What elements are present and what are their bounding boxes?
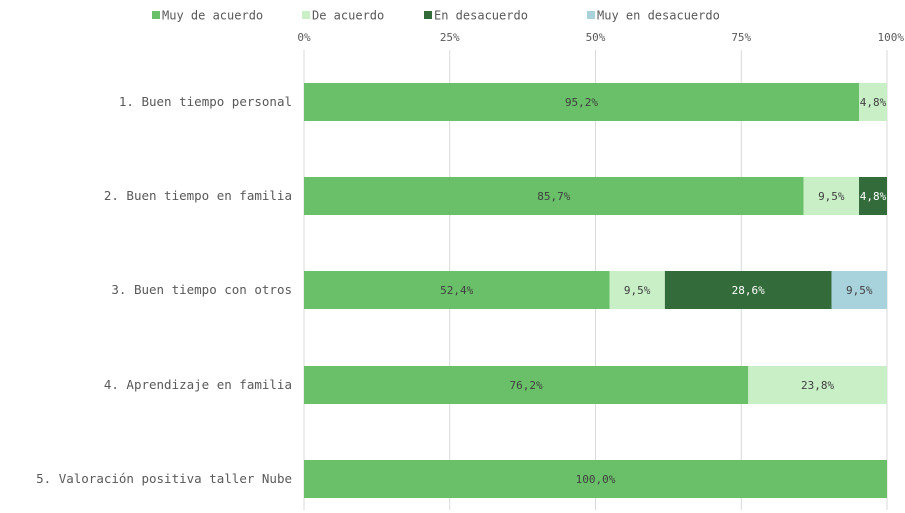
data-label: 52,4% [440, 284, 473, 297]
data-label: 9,5% [818, 190, 845, 203]
legend-label: De acuerdo [312, 9, 384, 23]
bar-segment [304, 366, 749, 404]
bar-segment [664, 271, 832, 309]
category-label: 1. Buen tiempo personal [119, 94, 292, 109]
x-tick-label: 100% [878, 31, 905, 44]
bar-segment [304, 460, 887, 498]
x-tick-label: 75% [731, 31, 751, 44]
data-label: 76,2% [510, 379, 543, 392]
x-tick-label: 0% [297, 31, 311, 44]
bar-segment [304, 177, 804, 215]
bar-segment [609, 271, 665, 309]
category-label: 3. Buen tiempo con otros [111, 282, 292, 297]
bar-segment [304, 83, 860, 121]
x-tick-label: 50% [586, 31, 606, 44]
category-label: 4. Aprendizaje en familia [104, 377, 292, 392]
legend-swatch [302, 11, 310, 19]
legend-swatch [152, 11, 160, 19]
data-label: 9,5% [846, 284, 873, 297]
category-label: 2. Buen tiempo en familia [104, 188, 292, 203]
data-label: 95,2% [565, 96, 598, 109]
bar-segment [831, 271, 887, 309]
category-label: 5. Valoración positiva taller Nube [36, 471, 292, 486]
data-label: 100,0% [576, 473, 616, 486]
data-label: 85,7% [537, 190, 570, 203]
data-label: 23,8% [801, 379, 834, 392]
legend-label: Muy en desacuerdo [597, 9, 720, 23]
bar-segment [859, 177, 887, 215]
data-label: 28,6% [732, 284, 765, 297]
legend-label: En desacuerdo [434, 9, 528, 23]
bar-segment [748, 366, 887, 404]
legend-swatch [424, 11, 432, 19]
legend-label: Muy de acuerdo [162, 9, 263, 23]
legend-swatch [587, 11, 595, 19]
data-label: 4,8% [860, 190, 887, 203]
bar-segment [859, 83, 887, 121]
bar-segment [803, 177, 860, 215]
data-label: 9,5% [624, 284, 651, 297]
x-tick-label: 25% [440, 31, 460, 44]
bar-segment [304, 271, 610, 309]
data-label: 4,8% [860, 96, 887, 109]
